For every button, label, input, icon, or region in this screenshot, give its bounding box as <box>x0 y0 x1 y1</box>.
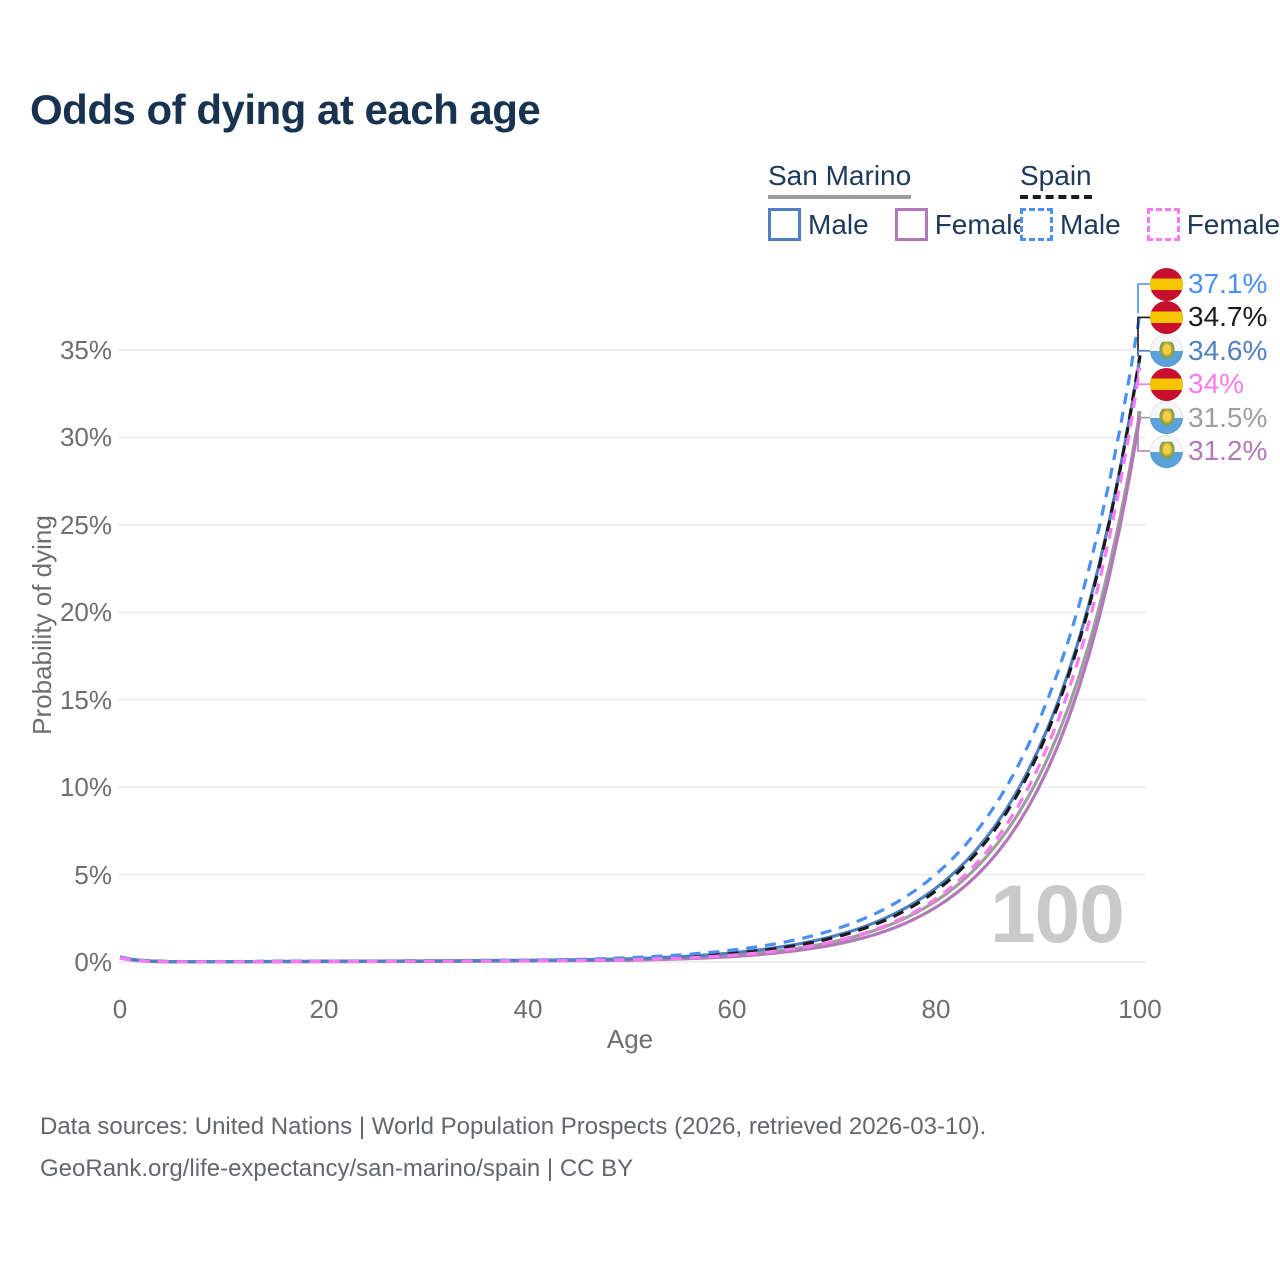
san-marino-flag-icon <box>1150 334 1183 368</box>
legend-header-san-marino: San Marino <box>768 160 912 199</box>
san-marino-male-swatch-icon <box>768 208 801 241</box>
end-value-label: 34.7% <box>1188 301 1268 333</box>
x-tick-label: 80 <box>921 994 951 1024</box>
end-value-label: 34.6% <box>1188 334 1268 366</box>
spain-flag-icon <box>1150 300 1183 334</box>
leader-line <box>1137 416 1150 452</box>
end-value-label: 37.1% <box>1188 268 1268 299</box>
leader-line <box>1137 367 1150 385</box>
y-tick-label: 10% <box>59 772 112 803</box>
page-title: Odds of dying at each age <box>30 86 541 133</box>
legend-items-san-marino: Male Female <box>768 208 1028 241</box>
x-tick-label: 60 <box>717 994 747 1024</box>
y-tick-label: 30% <box>59 422 112 453</box>
legend-group-san-marino: San Marino Male Female <box>768 160 1028 241</box>
series-line-san-marino-both-sexes <box>119 410 1142 964</box>
legend-item-spain-male: Male <box>1020 208 1121 241</box>
footer-sources: Data sources: United Nations | World Pop… <box>40 1113 987 1140</box>
series-line-san-marino-male <box>119 356 1142 964</box>
age-watermark: 100 <box>990 869 1125 960</box>
spain-flag-icon <box>1150 267 1183 301</box>
series-line-san-marino-female <box>119 416 1142 964</box>
end-value-label: 34% <box>1188 368 1245 400</box>
x-tick-label: 100 <box>1118 994 1162 1024</box>
legend-item-san-marino-male: Male <box>768 208 869 241</box>
leader-line <box>1137 350 1150 357</box>
x-tick-label: 0 <box>112 994 128 1024</box>
legend-item-label: Male <box>1060 209 1121 240</box>
x-tick-label: 40 <box>513 994 543 1024</box>
y-tick-label: 0% <box>74 947 112 977</box>
footer: Data sources: United Nations | World Pop… <box>40 1106 986 1190</box>
series-line-spain-male <box>119 313 1142 964</box>
y-tick-label: 15% <box>59 684 112 715</box>
legend-item-label: Female <box>934 209 1029 240</box>
end-value-label: 31.5% <box>1188 401 1268 433</box>
y-tick-label: 35% <box>59 334 112 365</box>
legend-header-spain: Spain <box>1020 160 1092 199</box>
legend-item-spain-female: Female <box>1146 208 1280 241</box>
y-axis-title: Probability of dying <box>27 515 57 735</box>
legend-item-label: Female <box>1186 209 1280 240</box>
y-tick-label: 5% <box>74 859 112 890</box>
spain-male-swatch-icon <box>1020 208 1053 241</box>
legend-items-spain: Male Female <box>1020 208 1280 241</box>
y-tick-label: 20% <box>59 597 112 628</box>
san-marino-female-swatch-icon <box>894 208 928 241</box>
spain-flag-icon <box>1150 367 1183 401</box>
spain-female-swatch-icon <box>1146 208 1180 241</box>
san-marino-flag-icon <box>1150 401 1183 435</box>
series-line-spain-both-sexes <box>119 354 1142 964</box>
san-marino-flag-icon <box>1150 434 1183 468</box>
end-value-label: 31.2% <box>1188 435 1268 466</box>
leader-line <box>1137 283 1150 314</box>
series-line-spain-female <box>119 367 1142 964</box>
leader-line <box>1137 316 1150 356</box>
legend-item-san-marino-female: Female <box>894 208 1029 241</box>
x-tick-label: 20 <box>309 994 339 1024</box>
x-axis-title: Age <box>606 1024 654 1054</box>
legend-group-spain: Spain Male Female <box>1020 160 1280 241</box>
y-tick-label: 25% <box>59 509 112 540</box>
footer-attribution: GeoRank.org/life-expectancy/san-marino/s… <box>40 1155 634 1182</box>
legend-item-label: Male <box>808 209 869 240</box>
